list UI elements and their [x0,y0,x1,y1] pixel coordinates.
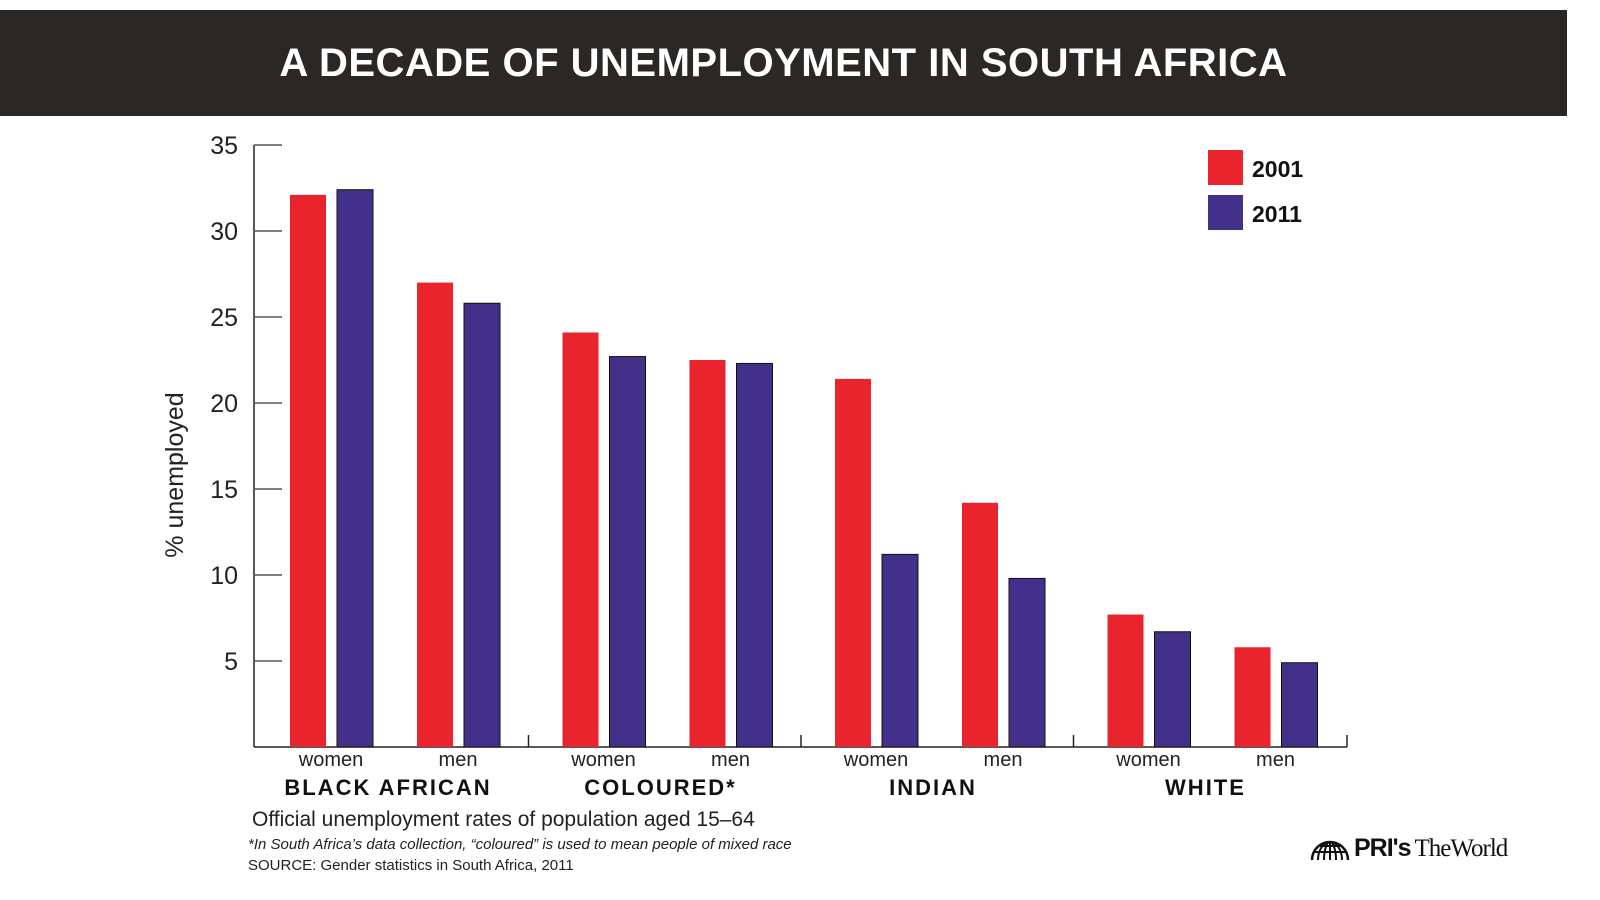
legend-swatch-2011 [1208,195,1243,230]
logo-the-world: TheWorld [1414,834,1509,862]
bar-2001 [1234,647,1271,747]
bar-2011 [881,553,919,748]
group-label: BLACK AFRICAN [284,775,491,800]
globe-icon [1310,840,1350,860]
legend-swatch-2001 [1208,150,1243,185]
bar-2011 [1281,662,1318,748]
y-tick-label: 25 [210,304,238,332]
bar-2001 [1107,614,1144,747]
source-note: SOURCE: Gender statistics in South Afric… [248,857,574,874]
bar-2001 [835,378,871,747]
y-tick-label: 5 [224,648,238,676]
y-tick-label: 30 [210,218,238,246]
subcategory-label: women [1115,749,1180,771]
subcategory-label: men [1256,749,1295,771]
y-axis-label: % unemployed [161,392,189,557]
subcategory-label: men [984,749,1023,771]
group-label: COLOURED* [584,775,736,800]
bar-2011 [1154,631,1191,748]
legend-label: 2001 [1252,156,1303,182]
bar-2011 [736,362,773,748]
bar-2001 [689,360,726,747]
logo-pri: PRI's [1354,834,1412,862]
subcategory-label: men [711,749,750,771]
chart-caption: Official unemployment rates of populatio… [252,808,755,831]
bar-2011 [336,189,374,748]
group-label: INDIAN [889,775,977,800]
y-tick-label: 10 [210,562,238,590]
bar-2011 [1008,577,1046,748]
y-tick-label: 35 [210,132,238,160]
bar-2011 [463,302,501,748]
subcategory-label: women [843,749,908,771]
subcategory-label: women [570,749,635,771]
bar-2001 [417,282,453,747]
legend-label: 2011 [1252,201,1302,227]
bar-2001 [290,194,326,747]
y-tick-label: 20 [210,390,238,418]
bar-2011 [609,356,646,748]
title-banner [0,10,1567,116]
footnote: *In South Africa’s data collection, “col… [248,836,792,853]
group-label: WHITE [1165,775,1246,800]
bar-2001 [562,332,599,747]
chart-title: A DECADE OF UNEMPLOYMENT IN SOUTH AFRICA [279,41,1288,85]
subcategory-label: women [298,749,363,771]
y-tick-label: 15 [210,476,238,504]
subcategory-label: men [439,749,478,771]
bar-2001 [962,502,998,747]
pri-the-world-logo: PRI's TheWorld [1310,834,1509,863]
